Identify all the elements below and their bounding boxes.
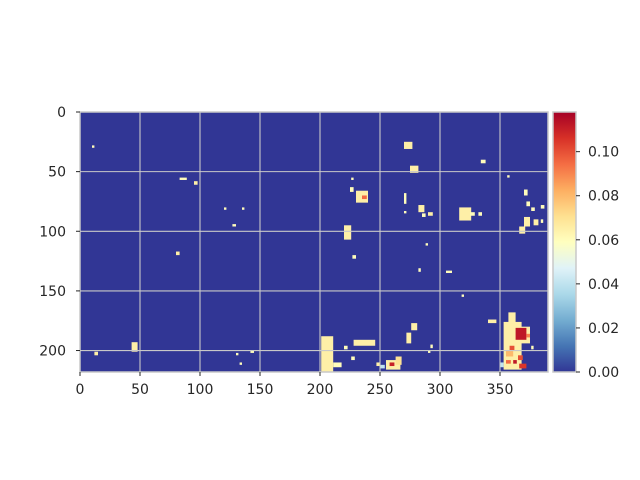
- x-axis: 0 50 100 150 200 250 300 350: [76, 372, 514, 398]
- heatmap-blob: [524, 189, 528, 196]
- y-axis: 0 50 100 150 200: [39, 105, 80, 360]
- heatmap-blob: [518, 355, 523, 361]
- heatmap-blob: [380, 364, 385, 369]
- heatmap-blob: [410, 165, 419, 173]
- heatmap-blob: [430, 344, 433, 349]
- heatmap-blob: [395, 356, 402, 365]
- x-tick-label: 50: [131, 382, 149, 398]
- heatmap-blob: [461, 294, 464, 297]
- heatmap-blob: [524, 216, 530, 227]
- heatmap-cells: [92, 141, 545, 372]
- heatmap-blob: [242, 207, 245, 210]
- heatmap-blob: [509, 345, 515, 351]
- heatmap-blob: [239, 362, 242, 365]
- x-tick-label: 0: [76, 382, 85, 398]
- y-tick-label: 150: [39, 284, 66, 300]
- y-tick-label: 100: [39, 224, 66, 240]
- heatmap-blob: [506, 350, 514, 357]
- heatmap-blob: [94, 351, 98, 356]
- heatmap-blob: [176, 251, 180, 256]
- colorbar-tick-label: 0.10: [588, 145, 619, 161]
- heatmap-blob: [389, 362, 395, 367]
- heatmap-blob: [404, 210, 407, 214]
- heatmap-blob: [513, 360, 517, 364]
- heatmap-blob: [344, 345, 348, 350]
- heatmap-blob: [406, 332, 412, 344]
- heatmap-blob: [425, 243, 428, 246]
- heatmap-blob: [350, 187, 354, 192]
- heatmap-blob: [446, 270, 452, 274]
- heatmap-blob: [508, 312, 516, 325]
- heatmap-blob: [519, 226, 526, 234]
- x-tick-label: 350: [487, 382, 514, 398]
- colorbar-tick-label: 0.08: [588, 189, 619, 205]
- heatmap-blob: [540, 219, 544, 223]
- heatmap-blob: [500, 362, 504, 368]
- colorbar-tick-label: 0.00: [588, 365, 619, 381]
- x-tick-label: 300: [427, 382, 454, 398]
- heatmap-blob: [480, 159, 486, 164]
- heatmap-background: [80, 112, 548, 372]
- heatmap-blob: [418, 205, 425, 213]
- heatmap-blob: [194, 181, 198, 185]
- heatmap-blob: [351, 177, 354, 180]
- gridlines: [80, 112, 548, 372]
- heatmap-blob: [353, 339, 376, 346]
- heatmap-blob: [411, 323, 418, 331]
- colorbar-tick-label: 0.04: [588, 277, 619, 293]
- heatmap-blob: [470, 212, 475, 216]
- heatmap-blob: [506, 360, 511, 364]
- heatmap-blob: [404, 141, 413, 149]
- heatmap-blob: [224, 207, 227, 210]
- heatmap-blob: [428, 350, 431, 353]
- x-tick-label: 150: [247, 382, 274, 398]
- heatmap-blob: [422, 213, 426, 217]
- heatmap-blob: [344, 225, 352, 240]
- heatmap-blob: [362, 195, 367, 200]
- y-tick-label: 0: [57, 105, 66, 121]
- colorbar-tick-label: 0.06: [588, 233, 619, 249]
- heatmap-blob: [250, 350, 254, 353]
- x-tick-label: 100: [187, 382, 214, 398]
- heatmap-blob: [519, 363, 527, 369]
- heatmap-blob: [236, 352, 239, 356]
- y-tick-label: 50: [48, 165, 66, 181]
- heatmap-blob: [540, 205, 545, 209]
- x-tick-label: 250: [367, 382, 394, 398]
- heatmap-plot-area: [79, 111, 549, 373]
- heatmap-blob: [526, 201, 530, 207]
- heatmap-blob: [533, 219, 539, 226]
- colorbar-ticks: 0.00 0.02 0.04 0.06 0.08 0.10: [576, 145, 619, 381]
- heatmap-blob: [352, 255, 356, 259]
- heatmap-blob: [351, 356, 355, 361]
- x-tick-label: 200: [307, 382, 334, 398]
- y-tick-label: 200: [39, 344, 66, 360]
- colorbar-gradient: [553, 112, 576, 372]
- plot-frame: [79, 111, 549, 373]
- heatmap-blob: [459, 207, 472, 221]
- heatmap-blob: [418, 268, 421, 272]
- colorbar-tick-label: 0.02: [588, 321, 619, 337]
- colorbar-frame: [552, 111, 577, 373]
- colorbar: 0.00 0.02 0.04 0.06 0.08 0.10: [552, 111, 619, 381]
- heatmap-blob: [92, 145, 95, 148]
- heatmap-blob: [488, 319, 497, 324]
- heatmap-blob: [179, 177, 187, 180]
- heatmap-blob: [526, 333, 530, 338]
- heatmap-blob: [131, 342, 138, 352]
- heatmap-blob: [333, 362, 342, 368]
- heatmap-blob: [232, 224, 236, 227]
- heatmap-blob: [428, 212, 433, 216]
- heatmap-blob: [404, 193, 407, 204]
- heatmap-blob: [376, 362, 380, 367]
- heatmap-blob: [478, 212, 482, 216]
- heatmap-blob: [515, 327, 527, 340]
- heatmap-blob: [507, 175, 510, 178]
- heatmap-blob: [531, 207, 535, 211]
- heatmap-blob: [531, 345, 534, 350]
- heatmap-blob: [321, 336, 334, 372]
